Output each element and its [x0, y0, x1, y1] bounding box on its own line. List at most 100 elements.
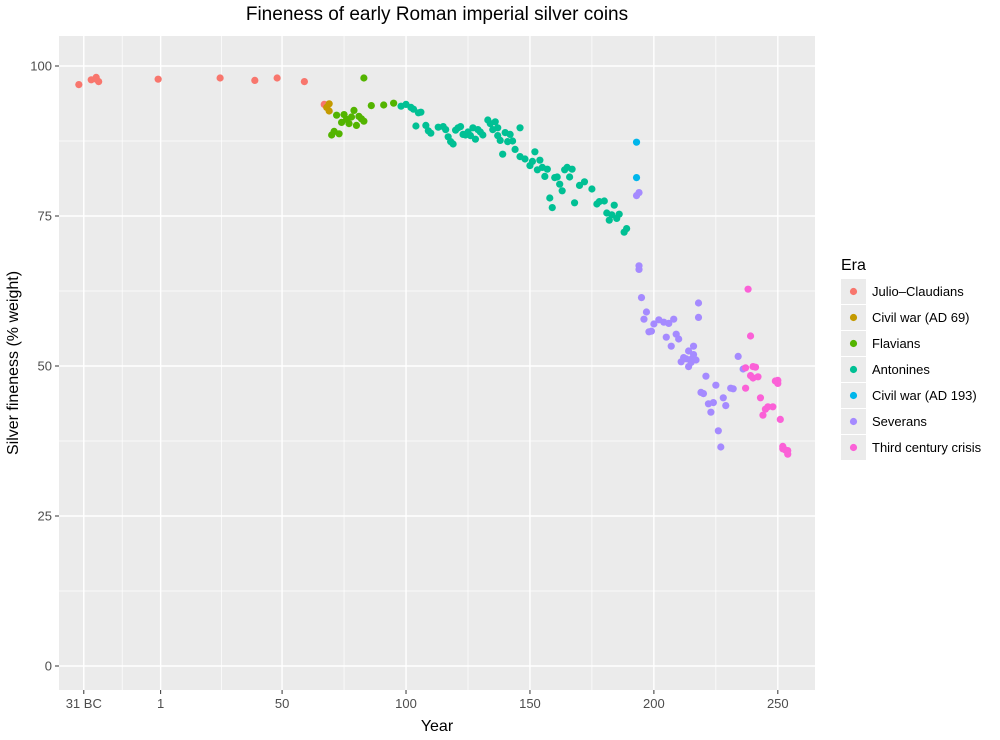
- data-point: [754, 373, 762, 381]
- x-tick-label: 150: [519, 696, 541, 711]
- y-tick-label: 50: [38, 359, 52, 374]
- data-point: [300, 78, 308, 86]
- data-point: [712, 381, 720, 389]
- data-point: [566, 173, 574, 181]
- data-point: [367, 102, 375, 110]
- data-point: [650, 320, 658, 328]
- data-point: [784, 450, 792, 458]
- data-point: [499, 150, 507, 158]
- data-point: [546, 194, 554, 202]
- data-point: [333, 111, 341, 119]
- data-points: [75, 73, 792, 458]
- data-point: [409, 105, 418, 113]
- data-point: [570, 199, 579, 207]
- data-point: [154, 75, 162, 83]
- data-point: [670, 315, 678, 323]
- y-tick-label: 75: [38, 209, 52, 224]
- chart-title: Fineness of early Roman imperial silver …: [246, 4, 628, 25]
- legend: Era Julio–Claudians Civil war (AD 69) Flav…: [841, 257, 982, 460]
- data-point: [352, 121, 361, 129]
- x-tick-label: 200: [643, 696, 665, 711]
- data-point: [769, 403, 777, 411]
- data-point: [665, 319, 673, 327]
- legend-label: Severans: [872, 414, 927, 429]
- data-point: [615, 210, 623, 218]
- data-point: [548, 204, 556, 212]
- data-point: [647, 327, 656, 335]
- data-point: [707, 408, 715, 416]
- y-tick-label: 100: [30, 59, 52, 74]
- legend-marker: [849, 339, 858, 348]
- data-point: [600, 197, 608, 205]
- legend-marker: [849, 443, 858, 452]
- data-point: [568, 165, 576, 173]
- data-point: [709, 399, 717, 407]
- data-point: [702, 372, 710, 380]
- data-point: [442, 126, 450, 134]
- data-point: [689, 351, 698, 359]
- data-point: [662, 333, 670, 341]
- legend-marker: [849, 365, 858, 374]
- data-point: [684, 347, 693, 355]
- x-tick-label: 31 BC: [66, 696, 102, 711]
- data-point: [741, 384, 750, 392]
- legend-marker: [849, 417, 858, 426]
- data-point: [471, 135, 480, 143]
- data-point: [575, 181, 584, 189]
- data-point: [323, 103, 331, 111]
- data-point: [776, 415, 784, 423]
- data-point: [345, 120, 353, 128]
- data-point: [360, 74, 368, 82]
- data-point: [699, 390, 708, 398]
- data-point: [692, 356, 700, 364]
- data-point: [496, 136, 504, 144]
- data-point: [347, 113, 356, 121]
- data-point: [759, 411, 767, 419]
- legend-title: Era: [841, 257, 866, 274]
- legend-label: Antonines: [872, 362, 930, 377]
- data-point: [694, 299, 703, 307]
- data-point: [632, 138, 641, 146]
- data-point: [456, 123, 465, 131]
- data-point: [553, 173, 561, 181]
- data-point: [637, 294, 646, 302]
- data-point: [273, 74, 281, 82]
- y-tick-label: 0: [45, 659, 52, 674]
- legend-marker: [849, 313, 858, 322]
- x-axis: 31 BC 1 50 100 150 200 250: [66, 690, 789, 711]
- data-point: [729, 385, 737, 393]
- data-point: [556, 180, 564, 188]
- legend-label: Civil war (AD 69): [872, 310, 970, 325]
- data-point: [642, 308, 651, 316]
- data-point: [494, 124, 502, 132]
- data-point: [719, 394, 727, 402]
- x-tick-label: 50: [275, 696, 289, 711]
- data-point: [511, 145, 519, 153]
- data-point: [635, 189, 643, 197]
- x-tick-label: 100: [395, 696, 417, 711]
- grid-minor: [59, 36, 815, 690]
- data-point: [717, 443, 725, 451]
- data-point: [588, 185, 596, 193]
- data-point: [491, 118, 499, 126]
- data-point: [92, 75, 100, 83]
- data-point: [675, 335, 683, 343]
- x-axis-title: Year: [421, 718, 454, 735]
- y-axis-title: Silver fineness (% weight): [5, 271, 22, 455]
- data-point: [714, 427, 722, 435]
- y-tick-label: 25: [38, 509, 52, 524]
- data-point: [412, 122, 420, 130]
- legend-label: Third century crisis: [872, 440, 982, 455]
- data-point: [449, 140, 457, 148]
- data-point: [360, 117, 368, 125]
- data-point: [427, 129, 435, 137]
- data-point: [479, 131, 487, 139]
- data-point: [640, 315, 648, 323]
- data-point: [466, 132, 475, 140]
- data-point: [75, 81, 83, 89]
- data-point: [610, 201, 618, 209]
- data-point: [528, 157, 537, 165]
- data-point: [521, 155, 529, 163]
- data-point: [531, 148, 539, 156]
